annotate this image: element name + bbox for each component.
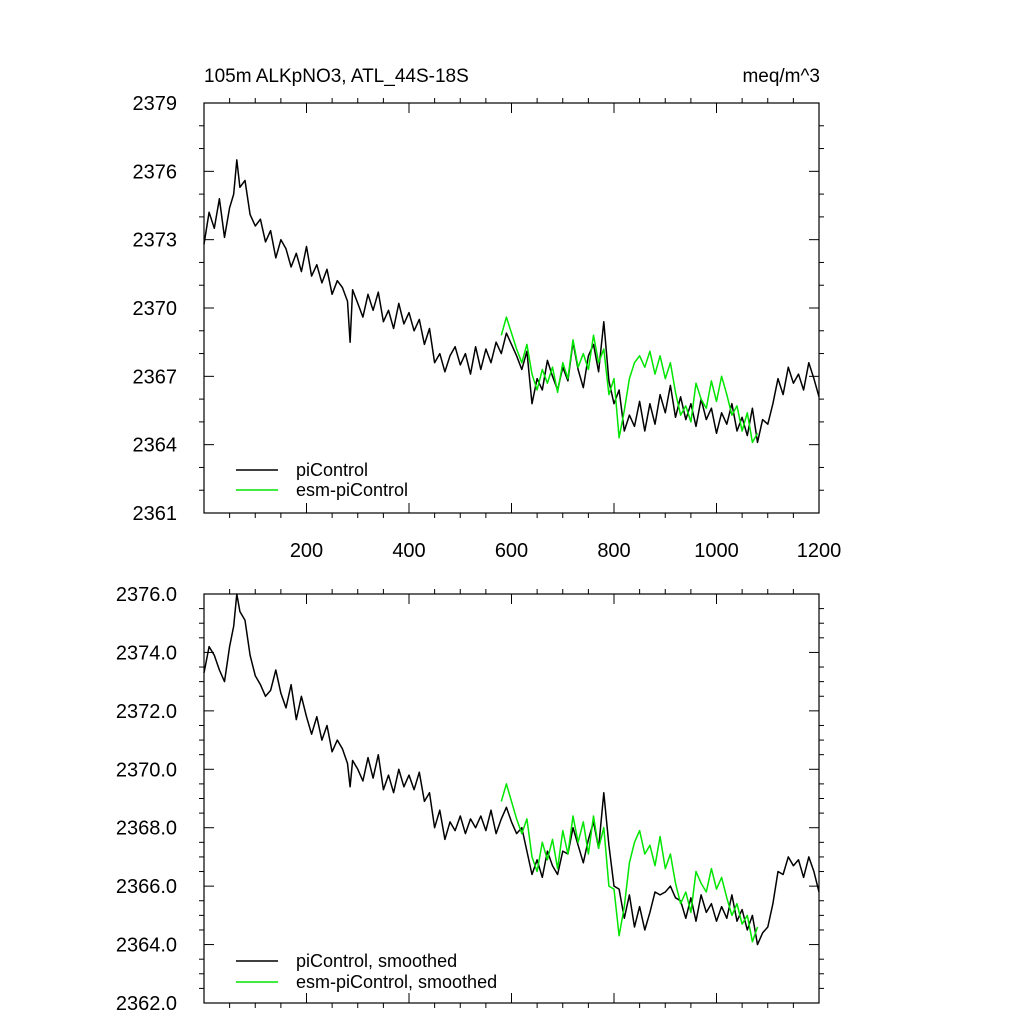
legend-label-picontrol: piControl [296, 460, 368, 480]
top-title: 105m ALKpNO3, ATL_44S-18S [204, 66, 469, 87]
x-tick-label: 1200 [797, 540, 842, 562]
bottom-plot-frame [203, 593, 820, 1004]
y-tick-label: 2372.0 [116, 701, 177, 723]
y-tick-label: 2368.0 [116, 818, 177, 840]
y-tick-label: 2379 [133, 93, 178, 115]
series-line-esm-picontrol [500, 316, 759, 444]
x-tick-label: 1000 [694, 540, 739, 562]
y-tick-label: 2364.0 [116, 935, 177, 957]
series-line-picontrol-smoothed [203, 593, 820, 946]
y-tick-label: 2366.0 [116, 876, 177, 898]
x-tick-label: 600 [495, 540, 528, 562]
y-tick-label: 2362.0 [116, 993, 177, 1015]
bottom-legend: piControl, smoothed esm-piControl, smoot… [236, 951, 497, 992]
top-units: meq/m^3 [742, 66, 820, 87]
bottom-panel: 2362.0 2364.0 2366.0 2368.0 2370.0 2372.0 2374… [116, 584, 824, 1015]
series-line-esm-picontrol-smoothed [500, 783, 759, 943]
y-tick-label: 2376.0 [116, 584, 177, 606]
x-tick-label: 200 [290, 540, 323, 562]
series-line-picontrol [203, 159, 820, 444]
y-tick-label: 2374.0 [116, 642, 177, 664]
top-legend: piControl esm-piControl [236, 460, 408, 500]
y-tick-label: 2364 [133, 435, 178, 457]
y-tick-label: 2373 [133, 230, 178, 252]
x-tick-label: 400 [392, 540, 425, 562]
top-plot-frame [203, 102, 820, 514]
legend-label-picontrol-smoothed: piControl, smoothed [296, 951, 457, 971]
y-tick-label: 2361 [133, 503, 178, 525]
legend-label-esm-picontrol-smoothed: esm-piControl, smoothed [296, 972, 497, 992]
y-tick-label: 2367 [133, 366, 178, 388]
y-tick-label: 2370.0 [116, 759, 177, 781]
top-panel: 105m ALKpNO3, ATL_44S-18S meq/m^3 2361 23… [133, 66, 842, 562]
legend-label-esm-picontrol: esm-piControl [296, 480, 408, 500]
y-tick-label: 2376 [133, 161, 178, 183]
x-tick-label: 800 [597, 540, 630, 562]
y-tick-label: 2370 [133, 298, 178, 320]
